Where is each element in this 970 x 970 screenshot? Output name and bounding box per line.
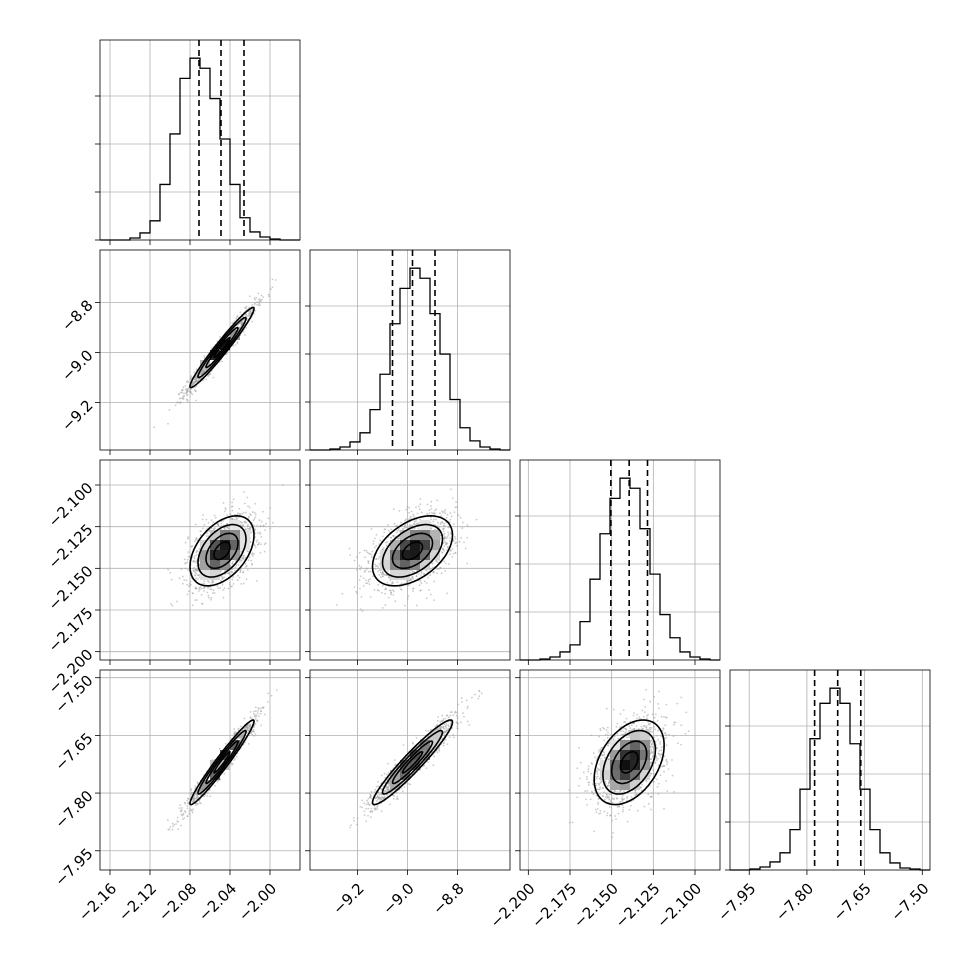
panel-frame-3-3 xyxy=(729,669,931,871)
x-tick-label-p2-1: −2.175 xyxy=(528,880,580,932)
x-tick-label-p0-1: −2.12 xyxy=(115,880,160,925)
y-tick-label-p2-2: −2.150 xyxy=(45,562,97,614)
y-tick-label-p3-2: −7.65 xyxy=(51,729,96,774)
x-tick-label-p2-3: −2.125 xyxy=(612,880,664,932)
panel-frame-2-0 xyxy=(99,459,301,661)
x-tick-label-p3-0: −7.95 xyxy=(714,880,759,925)
histogram-p3 xyxy=(730,687,930,871)
panel-frame-1-1 xyxy=(309,249,511,451)
x-tick-label-p0-2: −2.08 xyxy=(155,880,200,925)
contour-p1-p2-1 xyxy=(391,532,434,570)
panel-frame-2-2 xyxy=(519,459,721,661)
x-tick-label-p3-3: −7.50 xyxy=(887,880,932,925)
x-tick-label-p1-1: −9.0 xyxy=(379,880,417,918)
histogram-p1 xyxy=(310,267,510,451)
x-tick-label-p2-0: −2.200 xyxy=(487,880,539,932)
contour-p1-p3-2 xyxy=(381,729,444,795)
scatter-panel-p0-p1 xyxy=(95,249,301,455)
hist-panel-p3 xyxy=(725,669,931,875)
panel-frame-0-0 xyxy=(99,39,301,241)
contour-p0-p1-2 xyxy=(197,316,247,379)
panel-frame-1-0 xyxy=(99,249,301,451)
contour-p0-p2-0 xyxy=(213,541,231,561)
hist-panel-p1 xyxy=(305,249,511,455)
y-tick-label-p1-0: −9.2 xyxy=(58,396,96,434)
scatter-panel-p1-p2 xyxy=(305,459,511,665)
contour-p2-p3-3 xyxy=(593,719,665,806)
contour-p0-p3-1 xyxy=(205,740,239,785)
contour-p0-p2-1 xyxy=(205,532,239,570)
contour-p1-p3-0 xyxy=(401,750,424,774)
contour-p2-p3-0 xyxy=(619,750,639,774)
panel-frame-3-0 xyxy=(99,669,301,871)
scatter-panel-p1-p3 xyxy=(305,669,511,875)
y-tick-label-p1-1: −9.0 xyxy=(58,346,96,384)
contour-p1-p2-0 xyxy=(401,541,424,561)
contour-p1-p3-3 xyxy=(371,719,454,806)
contour-p2-p3-1 xyxy=(610,740,648,785)
scatter-panel-p0-p3 xyxy=(95,669,301,875)
x-tick-label-p2-2: −2.150 xyxy=(570,880,622,932)
contour-p1-p2-3 xyxy=(371,514,454,587)
contour-p1-p3-1 xyxy=(391,740,434,785)
histogram-p2 xyxy=(520,477,720,661)
contour-p0-p3-2 xyxy=(197,729,247,795)
y-tick-label-p1-2: −8.8 xyxy=(58,296,96,334)
scatter-panel-p0-p2 xyxy=(95,459,301,665)
panel-frame-3-1 xyxy=(309,669,511,871)
hist-panel-p2 xyxy=(515,459,721,665)
y-tick-label-p2-4: −2.100 xyxy=(45,479,97,531)
scatter-panel-p2-p3 xyxy=(515,669,721,875)
histogram-p0 xyxy=(100,57,300,241)
y-tick-label-p2-1: −2.175 xyxy=(45,604,97,656)
x-tick-label-p0-3: −2.04 xyxy=(195,880,240,925)
x-tick-label-p1-2: −8.8 xyxy=(429,880,467,918)
x-tick-label-p0-4: −2.00 xyxy=(235,880,280,925)
contour-p0-p2-3 xyxy=(189,514,255,587)
panel-frame-3-2 xyxy=(519,669,721,871)
x-tick-label-p1-0: −9.2 xyxy=(329,880,367,918)
x-tick-label-p3-2: −7.65 xyxy=(830,880,875,925)
hist-panel-p0 xyxy=(95,39,301,245)
panel-frame-2-1 xyxy=(309,459,511,661)
contour-p0-p1-0 xyxy=(213,336,231,359)
contour-p0-p1-1 xyxy=(205,326,239,369)
x-tick-label-p2-4: −2.100 xyxy=(653,880,705,932)
x-tick-label-p3-1: −7.80 xyxy=(772,880,817,925)
y-tick-label-p3-1: −7.80 xyxy=(51,787,96,832)
contour-p1-p2-2 xyxy=(381,523,444,578)
y-tick-label-p2-3: −2.125 xyxy=(45,520,97,572)
contour-p2-p3-2 xyxy=(602,729,657,795)
contour-p0-p2-2 xyxy=(197,523,247,578)
x-tick-label-p0-0: −2.16 xyxy=(75,880,120,925)
y-tick-label-p3-0: −7.95 xyxy=(51,845,96,890)
contour-p0-p3-0 xyxy=(213,750,231,774)
contour-p0-p3-3 xyxy=(189,719,255,806)
contour-p0-p1-3 xyxy=(189,306,255,389)
